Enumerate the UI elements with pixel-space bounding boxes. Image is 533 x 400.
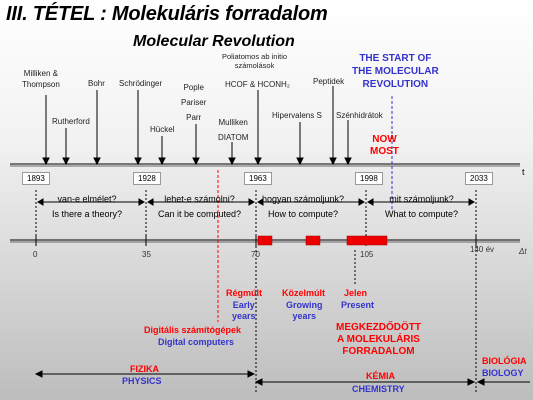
dt-tick-140: 140 év [470,245,495,254]
start-of-revolution-label: THE START OF THE MOLECULAR REVOLUTION [352,53,439,90]
field-chem-hu: KÉMIA [366,371,395,381]
question-what: mit számoljunk? What to compute? [385,194,459,219]
label-peptidek: Peptidek [313,77,345,86]
label-hipervalens: Hipervalens S [272,111,322,120]
digital-computers-en: Digital computers [158,337,235,347]
year-1963: 1963 [244,172,272,185]
label-schrodinger: Schrödinger [119,79,163,88]
dt-tick-105: 105 [360,250,374,259]
dt-tick-70: 70 [251,250,260,259]
period-early-en: Early years [232,300,256,321]
digital-computers-hu: Digitális számítógépek [144,325,242,335]
label-bohr: Bohr [88,79,105,88]
label-hcof-hconh2: HCOF & HCONH₂ [225,80,290,89]
page-subtitle: Molecular Revolution [133,33,295,50]
field-physics-en: PHYSICS [122,376,162,386]
label-rutherford: Rutherford [52,117,90,126]
year-1928: 1928 [133,172,161,185]
year-1893: 1893 [22,172,50,185]
field-bio-en: BIOLOGY [482,368,524,378]
page-title: III. TÉTEL : Molekuláris forradalom [6,3,328,25]
label-milliken-thompson: Milliken & Thompson [22,69,60,89]
label-poliatomos: Poliatomos ab initio számolások [222,52,288,70]
label-szenhidratok: Szénhidrátok [336,111,383,120]
question-theory: van-e elmélet? Is there a theory? [52,194,123,219]
field-bio-hu: BIOLÓGIA [482,356,527,366]
period-growing-hu: Közelmúlt [282,288,326,298]
label-huckel: Hückel [150,125,175,134]
period-present-en: Present [341,300,375,310]
label-mulliken-diatom: Mulliken DIATOM [218,118,249,142]
year-1998: 1998 [355,172,383,185]
label-pople-pariser-parr: Pople Pariser Parr [181,83,207,122]
period-growing-en: Growing years [286,300,323,321]
dt-tick-35: 35 [142,250,151,259]
question-computed: lehet-e számolni? Can it be computed? [158,194,242,219]
dt-axis-label: Δt [519,247,527,256]
t-axis-label: t [522,167,525,177]
now-label: NOW MOST [370,134,399,157]
field-physics-hu: FIZIKA [130,364,159,374]
question-how: hogyan számoljunk? How to compute? [262,194,345,219]
period-present-hu: Jelen [344,288,368,298]
dt-tick-0: 0 [33,250,38,259]
field-chem-en: CHEMISTRY [352,384,405,394]
revolution-established: MEGKEZDŐDÖTT A MOLEKULÁRIS FORRADALOM [336,322,421,357]
year-2033: 2033 [465,172,493,185]
period-early-hu: Régmúlt [226,288,262,298]
